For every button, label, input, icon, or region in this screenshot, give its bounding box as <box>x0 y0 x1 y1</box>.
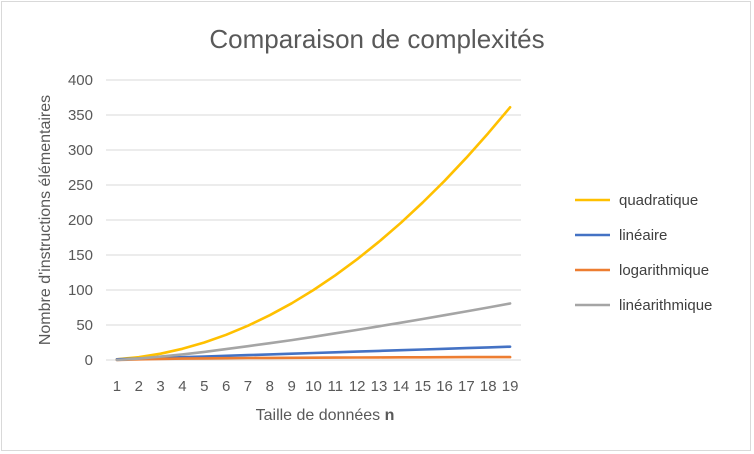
legend-label: linéarithmique <box>619 297 712 314</box>
x-axis-title-variable: n <box>385 407 395 424</box>
chart-title: Comparaison de complexités <box>209 24 544 54</box>
y-tick-label: 0 <box>85 352 93 369</box>
x-tick-label: 4 <box>178 378 186 395</box>
y-tick-label: 100 <box>68 282 93 299</box>
x-tick-label: 3 <box>156 378 164 395</box>
legend-label: quadratique <box>619 192 698 209</box>
y-tick-label: 400 <box>68 72 93 89</box>
y-tick-label: 200 <box>68 212 93 229</box>
x-tick-label: 8 <box>266 378 274 395</box>
x-tick-label: 15 <box>414 378 431 395</box>
x-tick-label: 7 <box>244 378 252 395</box>
series-line-3 <box>115 302 512 362</box>
x-tick-label: 5 <box>200 378 208 395</box>
y-tick-label: 50 <box>76 317 93 334</box>
x-tick-label: 17 <box>458 378 475 395</box>
gridlines <box>106 79 521 361</box>
x-tick-label: 13 <box>371 378 388 395</box>
x-tick-label: 2 <box>135 378 143 395</box>
x-tick-label: 1 <box>113 378 121 395</box>
x-tick-label: 16 <box>436 378 453 395</box>
x-axis-ticks: 1 2 3 4 5 6 7 8 9 10 11 12 13 14 15 16 17 18 19 <box>113 378 519 395</box>
legend: quadratique linéaire logarithmique linéarit… <box>575 192 712 314</box>
x-tick-label: 10 <box>305 378 322 395</box>
series-lines <box>115 106 512 362</box>
y-axis-ticks: 0 50 100 150 200 250 300 350 400 <box>68 72 93 369</box>
series-line-0 <box>115 106 512 361</box>
y-tick-label: 250 <box>68 177 93 194</box>
legend-label: linéaire <box>619 227 667 244</box>
y-axis-title: Nombre d'instructions élémentaires <box>37 95 54 345</box>
x-tick-label: 18 <box>480 378 497 395</box>
x-tick-label: 9 <box>287 378 295 395</box>
x-tick-label: 12 <box>349 378 366 395</box>
x-tick-label: 19 <box>502 378 519 395</box>
legend-label: logarithmique <box>619 262 709 279</box>
series-line-1 <box>115 345 512 361</box>
x-tick-label: 11 <box>328 378 344 395</box>
y-tick-label: 150 <box>68 247 93 264</box>
x-tick-label: 6 <box>222 378 230 395</box>
x-axis-title: Taille de données n <box>256 407 395 424</box>
y-tick-label: 300 <box>68 142 93 159</box>
series-line-2 <box>115 355 512 362</box>
x-axis-title-text: Taille de données <box>256 407 381 424</box>
y-tick-label: 350 <box>68 107 93 124</box>
x-tick-label: 14 <box>393 378 410 395</box>
